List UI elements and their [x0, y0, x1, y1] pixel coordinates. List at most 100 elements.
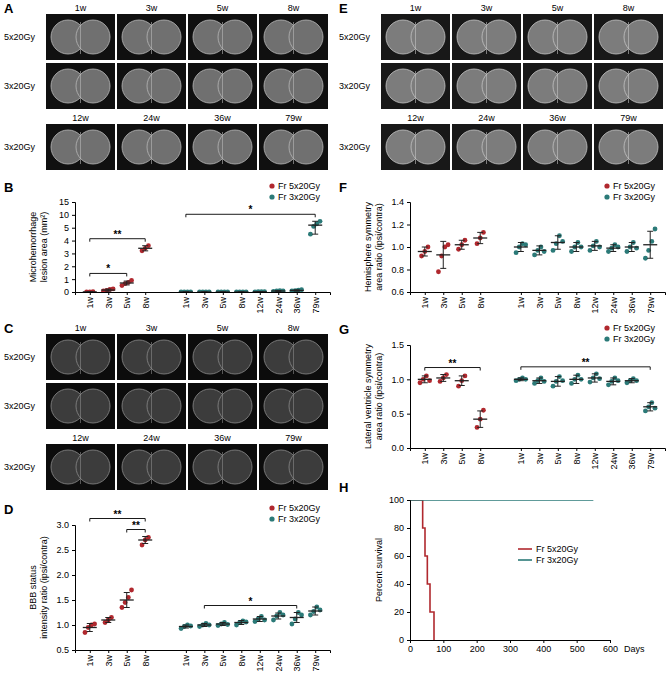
legend-swatch [269, 194, 274, 199]
brain-right [411, 69, 445, 103]
x-tick-label: 1w [85, 655, 95, 667]
row-label: 3x20Gy [4, 81, 36, 91]
x-tick: 3w [200, 292, 210, 309]
error-cap [312, 607, 318, 608]
x-tick-label: 3w [439, 297, 449, 309]
plot-area [418, 371, 658, 429]
mean-line [234, 291, 248, 292]
error-cap [183, 628, 189, 629]
error-cap [573, 242, 579, 243]
error-cap [275, 613, 281, 614]
brain-right [624, 69, 658, 103]
error-cap [518, 242, 524, 243]
x-tick: 5w [218, 650, 228, 667]
image-background [594, 63, 663, 109]
x-tick-label: 24w [274, 655, 284, 672]
error-cap [183, 625, 189, 626]
y-tick-mark [407, 528, 410, 529]
legend-swatch [269, 505, 274, 510]
mean-line [179, 626, 193, 627]
row-label: 3x20Gy [4, 462, 36, 472]
mri-image [381, 14, 450, 60]
x-tick-label: 3w [104, 655, 114, 667]
mri-image [452, 63, 521, 109]
column-label: 12w [407, 113, 424, 123]
image-background [46, 14, 115, 60]
error-stem [613, 245, 614, 252]
y-tick-label: 60 [394, 551, 404, 561]
mri-image [117, 444, 186, 490]
y-tick-label: 1.5 [391, 340, 404, 350]
error-bar [220, 292, 226, 293]
y-axis-title: Microhemorrhage [28, 212, 38, 283]
x-tick-label: 8w [476, 453, 486, 465]
y-tick-mark [72, 292, 75, 293]
x-tick-label: 24w [609, 453, 619, 470]
error-bar [87, 291, 93, 292]
y-tick-label: 10 [59, 210, 69, 220]
x-tick-label: 300 [503, 644, 518, 654]
mri-image [117, 14, 186, 60]
error-cap [610, 384, 616, 385]
x-tick-mark [108, 292, 109, 295]
x-tick-label: 8w [476, 297, 486, 309]
x-tick: 36w [627, 292, 637, 314]
midline [628, 132, 629, 164]
x-tick-label: 5w [122, 297, 132, 309]
legend-swatch [269, 183, 274, 188]
error-cap [573, 251, 579, 252]
error-cap [238, 620, 244, 621]
data-point [146, 535, 151, 540]
brain-right [76, 340, 110, 374]
error-cap [629, 382, 635, 383]
x-tick-mark [278, 650, 279, 653]
x-tick: 79w [311, 650, 321, 672]
y-axis-title: area ratio (ipsi/contra) [374, 353, 384, 441]
error-bar [201, 624, 207, 627]
row-label: 5x20Gy [4, 32, 36, 42]
x-tick: 1w [420, 448, 430, 465]
panel-letter: E [339, 1, 348, 16]
midline [293, 452, 294, 484]
brain-right [76, 450, 110, 484]
x-tick: 3w [104, 292, 114, 309]
error-bar [477, 232, 483, 243]
x-tick-mark [480, 448, 481, 451]
column-label: 5w [217, 3, 229, 13]
y-tick-mark [407, 612, 410, 613]
x-tick-mark [127, 650, 128, 653]
error-cap [275, 291, 281, 292]
legend-swatch [604, 336, 609, 341]
brain-right [411, 130, 445, 164]
error-cap [610, 251, 616, 252]
x-tick-mark [278, 292, 279, 295]
midline [415, 71, 416, 103]
error-cap [201, 292, 207, 293]
midline [628, 71, 629, 103]
legend-swatch [518, 559, 532, 561]
error-bar [238, 621, 244, 625]
image-background [188, 63, 257, 109]
x-tick-mark [595, 292, 596, 295]
error-cap [459, 385, 465, 386]
brain-right [553, 130, 587, 164]
brain-right [76, 130, 110, 164]
image-background [259, 334, 328, 380]
y-tick-mark [72, 550, 75, 551]
midline [80, 22, 81, 54]
data-point [514, 250, 519, 255]
y-tick: 0.6 [391, 287, 410, 297]
mri-image [46, 444, 115, 490]
mri-image [46, 124, 115, 170]
error-cap [629, 242, 635, 243]
error-bar [422, 376, 428, 383]
y-tick-mark [407, 292, 410, 293]
x-tick: 500 [570, 640, 585, 654]
brain-right [76, 389, 110, 423]
error-cap [422, 375, 428, 376]
data-point [551, 248, 556, 253]
mri-image [117, 63, 186, 109]
error-bar [610, 245, 616, 252]
data-point [446, 242, 451, 247]
x-tick-mark [558, 448, 559, 451]
